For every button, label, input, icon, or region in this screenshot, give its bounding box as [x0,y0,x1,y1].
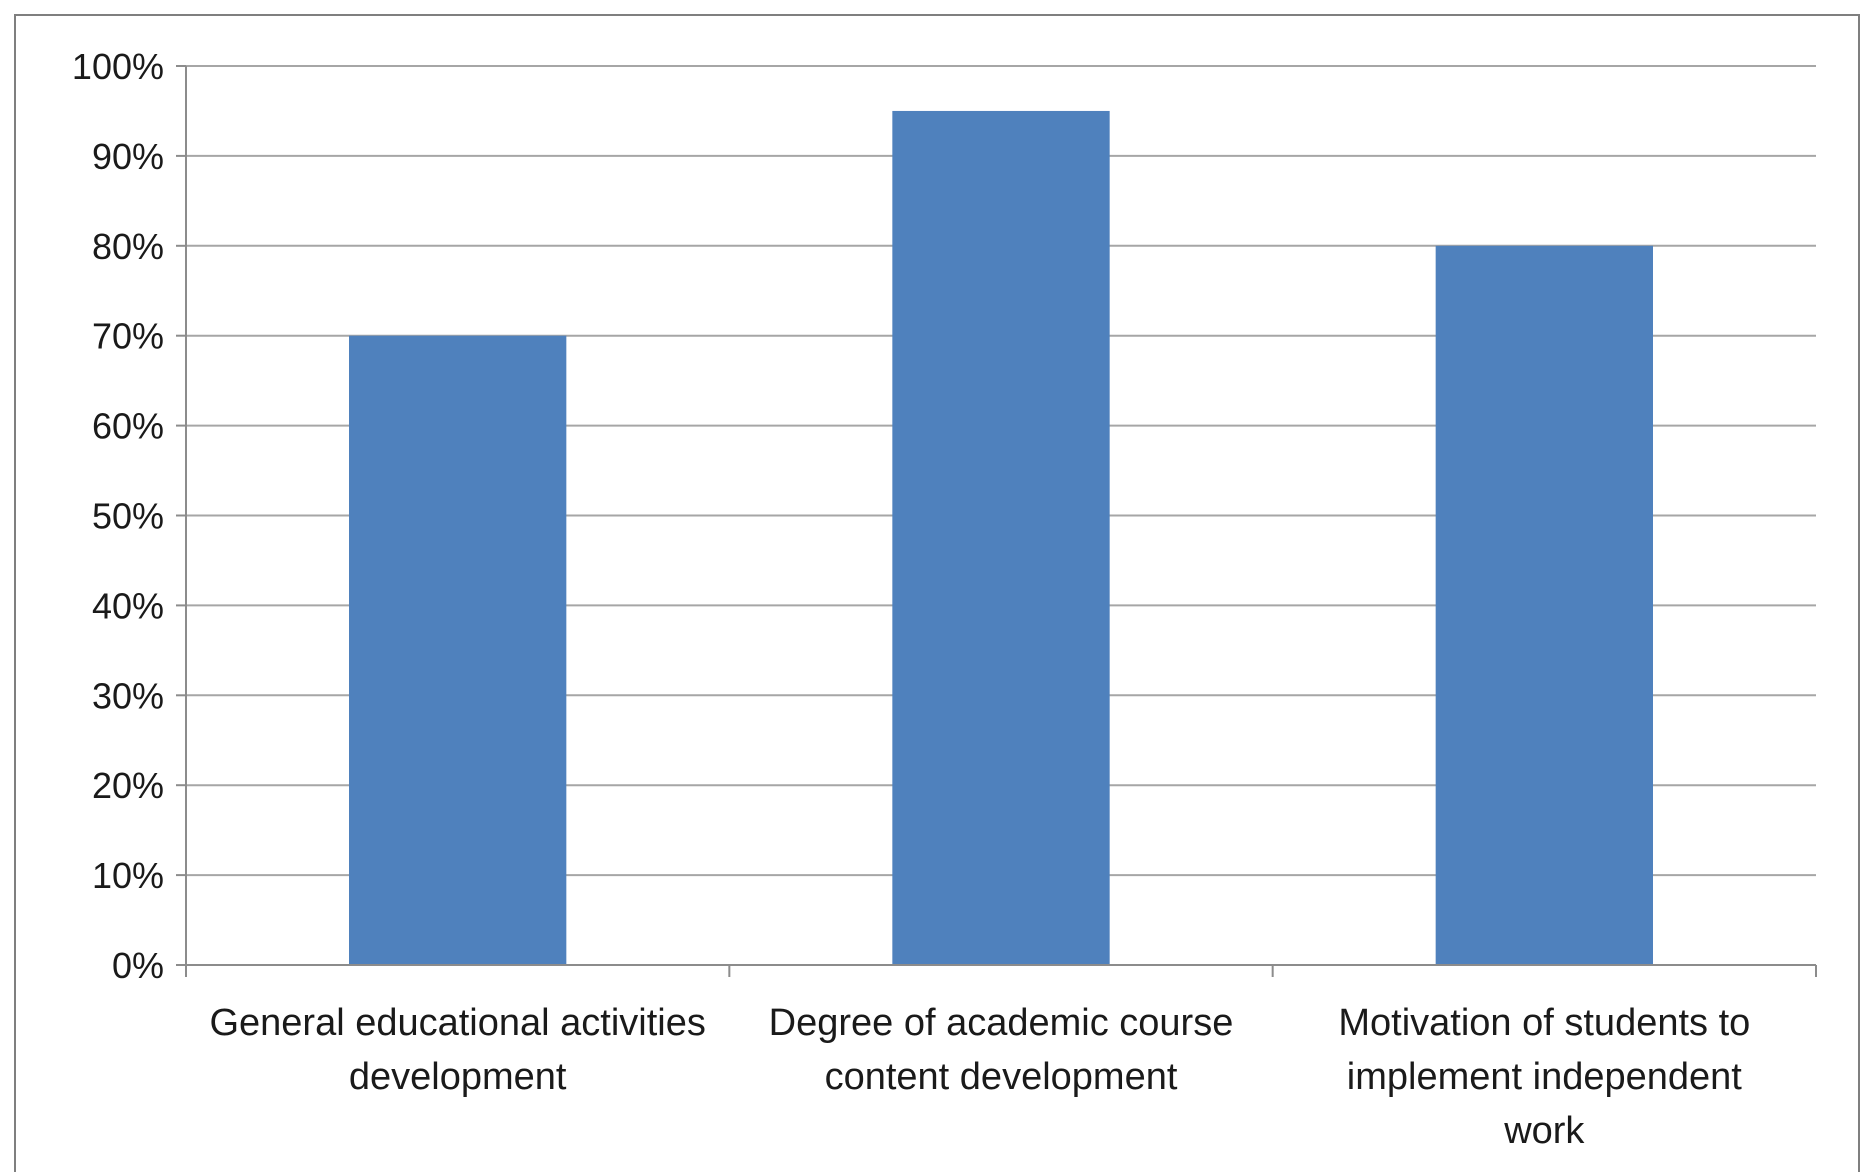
tick-labels: 0% 10% 20% 30% 40% 50% 60% 70% 80% 90% 100% General… [72,46,1750,1152]
x-tick-label-line: General educational activities [209,1002,705,1044]
bar [1435,245,1653,966]
y-tick-label: 70% [92,316,164,357]
y-tick-label: 0% [112,945,164,986]
x-tick-label-line: Motivation of students to [1338,1002,1750,1044]
y-tick-label: 50% [92,496,164,537]
bars [349,110,1653,966]
x-tick-label-line: content development [825,1056,1178,1098]
x-tick-label: Degree of academic course content develop… [769,1002,1234,1098]
x-tick-label-line: implement independent [1347,1056,1742,1098]
x-tick-label: Motivation of students to implement indep… [1338,1002,1750,1152]
y-tick-label: 20% [92,765,164,806]
x-tick-label-line: work [1503,1110,1585,1152]
x-tick-label: General educational activities developmen… [209,1002,705,1098]
y-tick-label: 90% [92,136,164,177]
y-tick-label: 30% [92,675,164,716]
x-tick-label-line: development [349,1056,567,1098]
y-tick-label: 60% [92,406,164,447]
y-tick-label: 40% [92,585,164,626]
y-tick-label: 10% [92,855,164,896]
bar-chart: 0% 10% 20% 30% 40% 50% 60% 70% 80% 90% 100% General… [72,46,1817,1152]
y-tick-label: 80% [92,226,164,267]
bar [892,110,1110,965]
bar [349,335,567,965]
chart-frame: 0% 10% 20% 30% 40% 50% 60% 70% 80% 90% 100% General… [14,14,1860,1172]
y-tick-label: 100% [72,46,164,87]
axes [176,65,1817,977]
x-tick-label-line: Degree of academic course [769,1002,1234,1044]
